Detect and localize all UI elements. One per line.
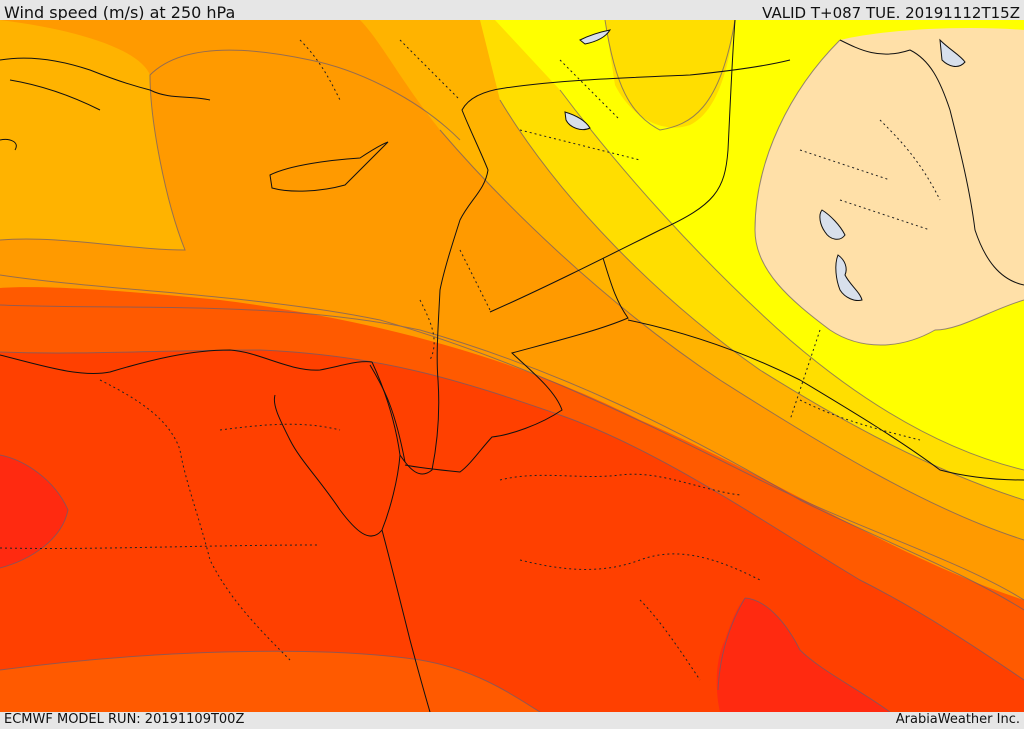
internal-boundaries bbox=[0, 39, 941, 681]
weather-map bbox=[0, 20, 1024, 712]
valid-time: VALID T+087 TUE. 20191112T15Z bbox=[762, 4, 1020, 22]
map-title: Wind speed (m/s) at 250 hPa bbox=[4, 3, 236, 22]
band-bottom-left bbox=[0, 651, 540, 712]
credit-label: ArabiaWeather Inc. bbox=[895, 712, 1020, 727]
footer-bar: ECMWF MODEL RUN: 20191109T00Z ArabiaWeat… bbox=[0, 712, 1024, 729]
contour-lines bbox=[0, 20, 1024, 712]
band-patch-top bbox=[605, 20, 735, 128]
band-minimal bbox=[755, 28, 1024, 345]
band-very-high-south bbox=[716, 598, 890, 712]
header-bar: Wind speed (m/s) at 250 hPa VALID T+087 … bbox=[0, 0, 1024, 22]
borders bbox=[369, 20, 1024, 481]
model-run-label: ECMWF MODEL RUN: 20191109T00Z bbox=[4, 712, 245, 727]
coastlines bbox=[0, 38, 1024, 712]
wind-speed-map bbox=[0, 20, 1024, 712]
lakes bbox=[564, 29, 863, 301]
